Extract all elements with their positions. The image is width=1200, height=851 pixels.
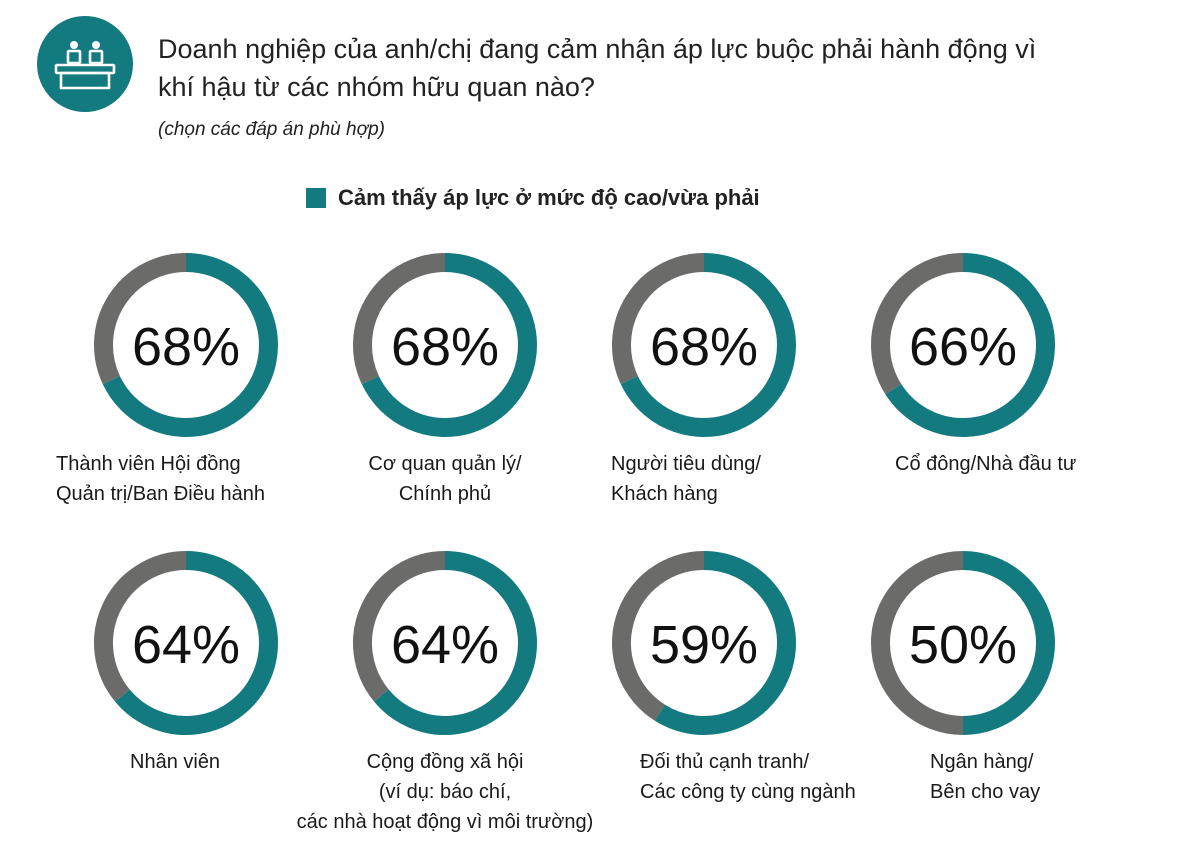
donut-value-label: 68%	[132, 317, 240, 377]
donut-7: 59%	[612, 551, 796, 735]
chart-title: Doanh nghiệp của anh/chị đang cảm nhận á…	[158, 30, 1158, 106]
donut-category-label: Người tiêu dùng/Khách hàng	[611, 449, 761, 509]
label-line: Thành viên Hội đồng	[56, 453, 241, 475]
donut-category-label: Cơ quan quản lý/Chính phủ	[355, 449, 535, 509]
subtitle: (chọn các đáp án phù hợp)	[158, 119, 385, 140]
donut-value-label: 68%	[391, 317, 499, 377]
donut-category-label: Ngân hàng/Bên cho vay	[930, 747, 1040, 807]
donut-value-label: 50%	[909, 615, 1017, 675]
donut-value-arc	[102, 253, 278, 437]
donut-1: 68%	[94, 253, 278, 437]
donut-value-label: 66%	[909, 317, 1017, 377]
donut-remainder-arc	[612, 253, 705, 385]
donut-value-arc	[361, 253, 537, 437]
label-line: Các công ty cùng ngành	[640, 781, 856, 803]
label-line: Nhân viên	[130, 751, 221, 773]
title-line-2: khí hậu từ các nhóm hữu quan nào?	[158, 72, 595, 102]
donut-remainder-arc	[353, 253, 446, 385]
label-line: Chính phủ	[398, 483, 492, 505]
donut-category-label: Cộng đồng xã hội (ví dụ: báo chí, các nhà …	[260, 747, 630, 837]
donut-category-label: Cổ đông/Nhà đầu tư	[895, 449, 1076, 479]
donut-value-arc	[620, 253, 796, 437]
label-line: Người tiêu dùng/	[611, 453, 761, 475]
donut-value-label: 59%	[650, 615, 758, 675]
donut-value-arc	[885, 253, 1055, 437]
donut-value-label: 64%	[391, 615, 499, 675]
donut-3: 68%	[612, 253, 796, 437]
donut-value-arc	[115, 551, 278, 735]
label-line: các nhà hoạt động vì môi trường)	[296, 811, 594, 833]
label-line: Cộng đồng xã hội	[366, 751, 524, 773]
donut-category-label: Nhân viên	[130, 747, 220, 777]
label-line: Bên cho vay	[930, 781, 1041, 803]
donut-5: 64%	[94, 551, 278, 735]
donut-value-arc	[654, 551, 796, 735]
label-line: Đối thủ cạnh tranh/	[640, 751, 809, 773]
donut-4: 66%	[871, 253, 1055, 437]
label-line: Cổ đông/Nhà đầu tư	[895, 453, 1077, 475]
legend-label: Cảm thấy áp lực ở mức độ cao/vừa phải	[338, 185, 760, 210]
label-line: Cơ quan quản lý/	[368, 453, 522, 475]
donut-value-arc	[962, 551, 1055, 735]
label-line: Khách hàng	[611, 483, 718, 505]
donut-remainder-arc	[871, 253, 964, 395]
donut-remainder-arc	[871, 551, 964, 735]
donut-value-label: 64%	[132, 615, 240, 675]
title-line-1: Doanh nghiệp của anh/chị đang cảm nhận á…	[158, 34, 1037, 64]
legend-swatch	[306, 188, 326, 208]
donut-6: 64%	[353, 551, 537, 735]
donut-2: 68%	[353, 253, 537, 437]
meeting-table-icon	[34, 13, 136, 120]
donut-remainder-arc	[353, 551, 446, 702]
donut-category-label: Đối thủ cạnh tranh/Các công ty cùng ngàn…	[640, 747, 856, 807]
donut-remainder-arc	[94, 551, 187, 702]
label-line: Quản trị/Ban Điều hành	[56, 483, 266, 505]
donut-value-label: 68%	[650, 317, 758, 377]
legend: Cảm thấy áp lực ở mức độ cao/vừa phải	[306, 185, 760, 211]
label-line: (ví dụ: báo chí,	[378, 781, 512, 803]
label-line: Ngân hàng/	[930, 751, 1034, 773]
donut-category-label: Thành viên Hội đồng Quản trị/Ban Điều hàn…	[56, 449, 265, 509]
donut-8: 50%	[871, 551, 1055, 735]
donut-remainder-arc	[94, 253, 187, 385]
donut-value-arc	[374, 551, 537, 735]
donut-remainder-arc	[612, 551, 705, 721]
